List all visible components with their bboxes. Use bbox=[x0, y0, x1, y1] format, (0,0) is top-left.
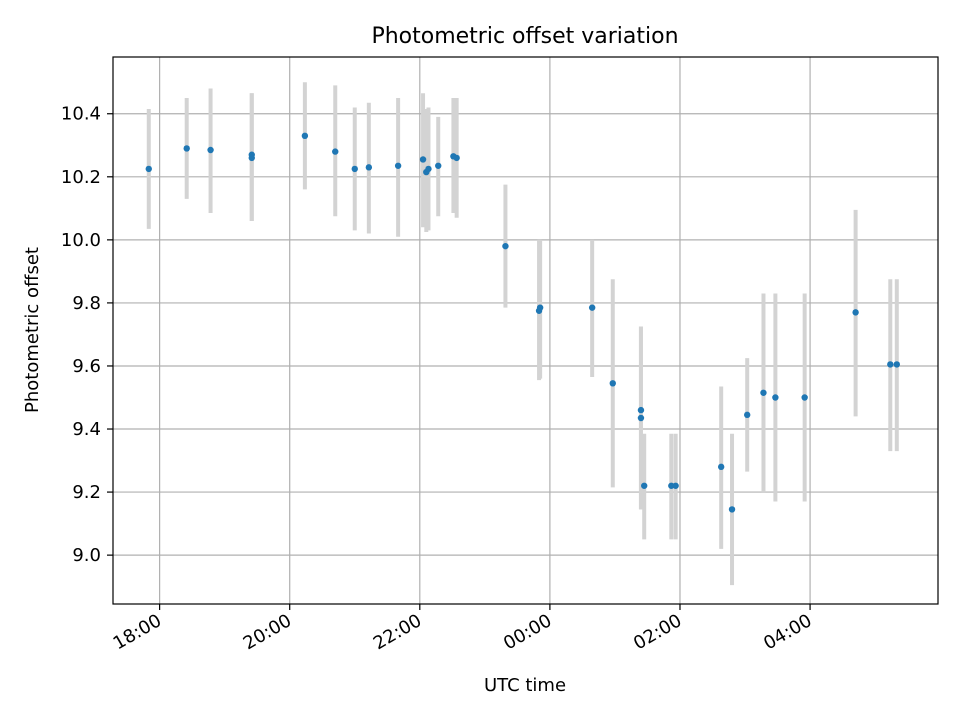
data-point bbox=[893, 361, 901, 368]
x-axis-label: UTC time bbox=[484, 675, 566, 696]
y-tick-label: 10.2 bbox=[61, 167, 101, 188]
data-point bbox=[760, 389, 767, 396]
y-tick-label: 10.4 bbox=[61, 104, 101, 125]
data-point bbox=[772, 394, 779, 401]
x-tick-label: 02:00 bbox=[630, 610, 685, 654]
plot-area-frame bbox=[112, 56, 939, 605]
data-point bbox=[351, 165, 358, 173]
data-point bbox=[588, 304, 596, 311]
data-point bbox=[419, 156, 427, 163]
grid-lines bbox=[113, 57, 938, 604]
data-point bbox=[145, 165, 152, 173]
x-tick-label: 20:00 bbox=[240, 610, 295, 654]
x-tick-label: 18:00 bbox=[110, 610, 165, 654]
data-point bbox=[637, 406, 645, 414]
error-bars bbox=[146, 82, 899, 586]
data-point bbox=[801, 394, 808, 401]
data-point bbox=[743, 411, 751, 419]
y-tick-label: 9.0 bbox=[72, 545, 101, 566]
y-tick-label: 10.0 bbox=[61, 230, 101, 251]
data-points bbox=[145, 132, 901, 513]
data-point bbox=[332, 148, 339, 155]
data-point bbox=[453, 154, 460, 162]
y-tick-label: 9.4 bbox=[72, 419, 101, 440]
x-tick-label: 00:00 bbox=[500, 610, 555, 654]
y-tick-label: 9.2 bbox=[72, 482, 101, 503]
data-point bbox=[637, 414, 645, 422]
data-point bbox=[301, 132, 309, 140]
x-tick-label: 22:00 bbox=[370, 610, 425, 654]
data-point bbox=[887, 361, 894, 368]
y-tick-label: 9.6 bbox=[72, 356, 101, 377]
chart-title: Photometric offset variation bbox=[371, 24, 678, 49]
y-axis-label: Photometric offset bbox=[22, 247, 43, 413]
y-tick-label: 9.8 bbox=[72, 293, 101, 314]
data-point bbox=[536, 304, 544, 311]
data-point bbox=[717, 463, 725, 471]
data-point bbox=[728, 506, 736, 513]
data-point bbox=[672, 482, 679, 489]
data-point bbox=[852, 309, 859, 316]
data-point bbox=[435, 162, 442, 169]
data-point bbox=[183, 145, 190, 152]
data-point bbox=[248, 154, 255, 162]
data-point bbox=[609, 380, 616, 387]
x-tick-label: 04:00 bbox=[760, 610, 815, 654]
data-point bbox=[394, 162, 402, 169]
data-point bbox=[207, 146, 214, 154]
data-point bbox=[502, 242, 509, 250]
data-point bbox=[425, 165, 432, 173]
data-point bbox=[365, 164, 373, 171]
data-point bbox=[641, 482, 648, 489]
y-axis-ticks: 9.0 9.2 9.4 9.6 9.8 10.0 10.2 10.4 bbox=[61, 104, 113, 566]
x-axis-ticks: 18:00 20:00 22:00 00:00 02:00 04:00 bbox=[110, 604, 816, 654]
